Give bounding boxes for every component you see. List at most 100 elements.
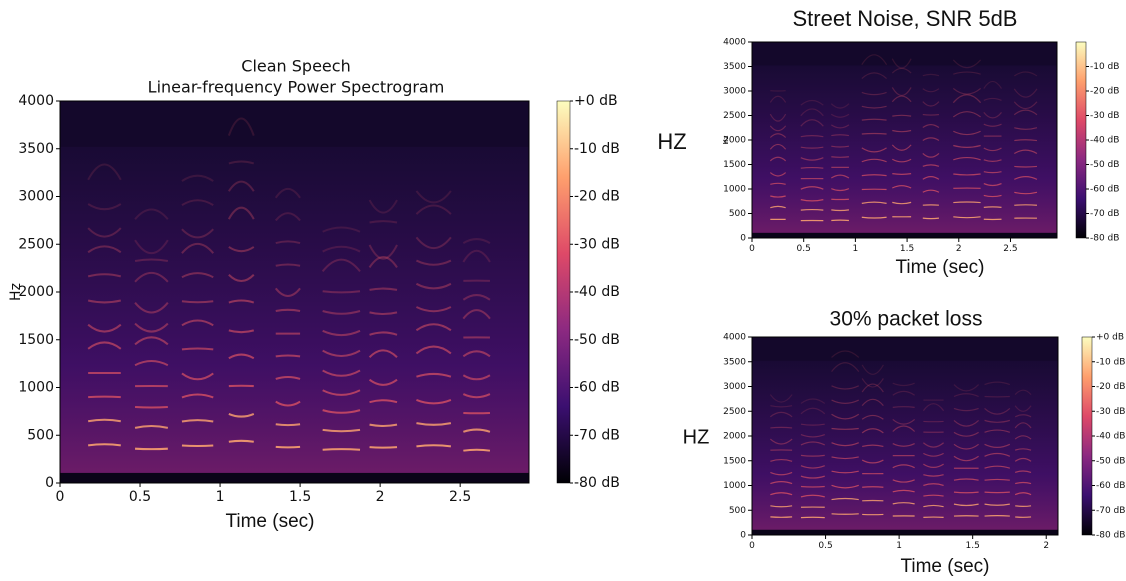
harmonic: [983, 123, 1002, 127]
colorbar-tick-label: -30 dB: [1090, 111, 1119, 121]
harmonic: [922, 73, 940, 77]
harmonic: [800, 135, 824, 138]
harmonic: [861, 364, 884, 375]
harmonic: [800, 398, 826, 404]
harmonic: [416, 398, 452, 405]
y-tick-label: 4000: [18, 93, 54, 109]
colorbar: [1081, 336, 1093, 536]
harmonic: [923, 504, 944, 508]
harmonic: [892, 502, 915, 505]
harmonic: [462, 374, 491, 381]
harmonic: [861, 174, 887, 177]
harmonic: [1014, 389, 1032, 396]
y-tick-label: 1000: [723, 481, 746, 491]
colorbar-tick-label: -50 dB: [574, 332, 620, 348]
harmonic: [891, 58, 912, 69]
harmonic: [181, 300, 214, 304]
x-axis-label: Time (sec): [225, 511, 314, 532]
colorbar-tick-label: -40 dB: [1096, 432, 1125, 442]
harmonic: [1013, 88, 1038, 98]
harmonic: [368, 378, 398, 386]
harmonic: [861, 398, 884, 407]
harmonic: [416, 422, 452, 426]
harmonic: [892, 443, 915, 447]
harmonic: [800, 494, 825, 498]
harmonic: [984, 452, 1011, 457]
harmonic: [953, 393, 979, 398]
harmonic: [1014, 422, 1032, 429]
harmonic: [1014, 165, 1038, 168]
x-tick-label: 0.5: [129, 489, 151, 505]
harmonic: [953, 144, 981, 148]
harmonic: [181, 444, 214, 448]
harmonic: [983, 97, 1002, 102]
harmonic: [861, 383, 884, 393]
harmonic: [770, 458, 793, 462]
harmonic: [369, 311, 398, 316]
harmonic: [953, 71, 981, 75]
harmonic: [275, 240, 301, 245]
harmonic: [228, 246, 255, 253]
harmonic: [181, 319, 214, 327]
harmonic: [368, 256, 398, 269]
harmonic: [861, 91, 887, 96]
colorbar-tick-label: -10 dB: [1090, 62, 1119, 72]
harmonic: [983, 194, 1002, 198]
harmonic: [228, 353, 255, 360]
colorbar-tick-label: -60 dB: [1090, 185, 1119, 195]
harmonic: [415, 323, 452, 332]
harmonic: [769, 438, 793, 445]
harmonic: [415, 259, 452, 266]
y-tick-label: 4000: [723, 38, 746, 48]
harmonic: [369, 399, 398, 404]
harmonic: [922, 442, 944, 448]
x-tick-label: 0.5: [818, 541, 832, 551]
harmonic: [953, 478, 979, 481]
harmonic: [274, 212, 301, 222]
spectrogram-image: [60, 101, 529, 483]
harmonic: [462, 309, 491, 320]
harmonic: [892, 489, 915, 493]
harmonic: [953, 156, 981, 161]
y-tick-label: 3000: [723, 87, 746, 97]
spectrogram-band: [752, 360, 1058, 535]
harmonic: [769, 411, 793, 418]
annotation: HZ: [683, 426, 710, 448]
chart-title: 30% packet loss: [830, 308, 983, 331]
harmonic: [800, 108, 824, 117]
harmonic: [181, 242, 215, 254]
harmonic: [769, 172, 787, 177]
harmonic: [923, 483, 944, 486]
harmonic: [769, 143, 787, 150]
x-tick-label: 1: [853, 244, 859, 254]
colorbar-tick-label: -60 dB: [574, 380, 620, 396]
x-tick-label: 1: [896, 541, 902, 551]
harmonic: [800, 208, 824, 211]
harmonic: [87, 163, 122, 181]
harmonic: [953, 407, 979, 412]
colorbar-tick-label: -20 dB: [1090, 87, 1119, 97]
harmonic: [800, 119, 824, 127]
harmonic: [861, 118, 887, 121]
harmonic: [861, 132, 887, 135]
harmonic: [831, 470, 859, 474]
harmonic: [922, 101, 940, 107]
harmonic: [463, 428, 491, 433]
harmonic: [322, 448, 361, 451]
harmonic: [369, 423, 398, 427]
harmonic: [87, 418, 121, 423]
harmonic: [984, 419, 1011, 423]
harmonic: [228, 299, 255, 304]
harmonic: [830, 113, 850, 118]
harmonic: [892, 464, 915, 469]
x-tick-label: 0: [749, 244, 755, 254]
x-tick-label: 1.5: [966, 541, 980, 551]
harmonic: [368, 244, 398, 260]
harmonic: [861, 72, 887, 79]
harmonic: [322, 245, 361, 253]
harmonic: [831, 134, 850, 137]
harmonic: [892, 201, 912, 205]
x-axis-label: Time (sec): [900, 556, 989, 577]
harmonic: [769, 95, 787, 103]
